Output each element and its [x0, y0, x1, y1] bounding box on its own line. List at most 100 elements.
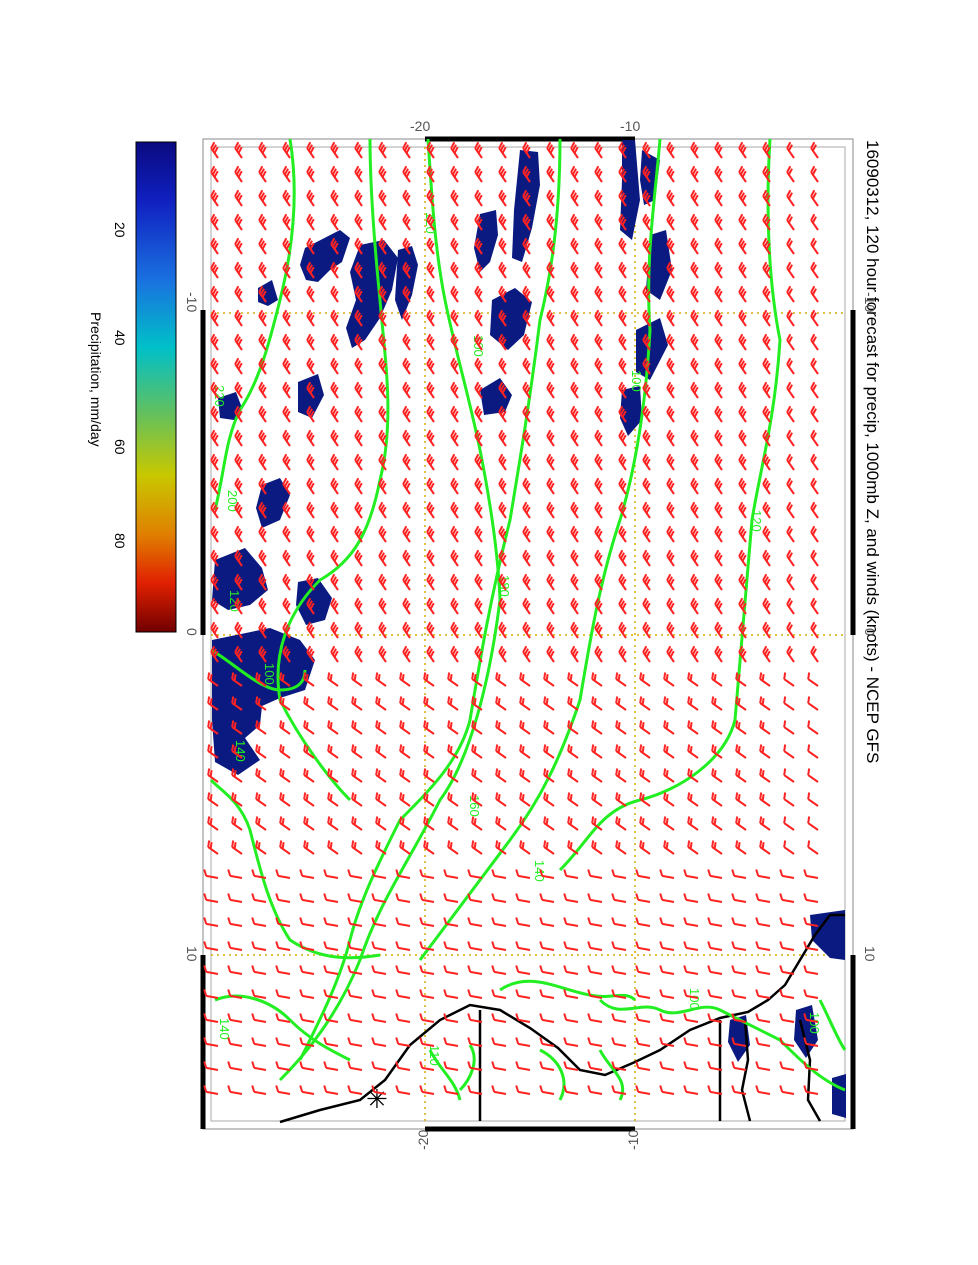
wind-barb [251, 941, 267, 951]
wind-barb [810, 357, 819, 375]
wind-barb [498, 453, 507, 471]
bottom-tick: -20 [415, 1129, 431, 1150]
wind-barb [378, 189, 387, 207]
wind-barb [786, 333, 795, 351]
wind-barb [327, 768, 339, 783]
wind-barb [546, 165, 555, 183]
wind-barb [447, 840, 459, 855]
wind-barb [258, 309, 267, 327]
wind-barb [687, 840, 699, 855]
wind-barb [714, 549, 723, 567]
wind-barb [234, 357, 243, 375]
wind-barb [402, 453, 411, 471]
wind-barb [234, 429, 243, 447]
wind-barb [347, 965, 363, 975]
wind-barb [714, 525, 723, 543]
wind-barb [330, 453, 339, 471]
wind-barb [426, 333, 435, 351]
wind-barb [755, 965, 771, 975]
wind-barb [762, 573, 771, 591]
wind-barb [522, 309, 531, 327]
wind-barb [378, 357, 387, 375]
wind-barb [618, 405, 627, 423]
wind-barb [666, 645, 675, 663]
wind-barb [498, 333, 507, 351]
wind-barb [587, 989, 603, 999]
wind-barb [611, 965, 627, 975]
wind-barb [786, 621, 795, 639]
wind-barb [354, 549, 363, 567]
wind-barb [426, 621, 435, 639]
wind-barb [762, 357, 771, 375]
wind-barb [426, 357, 435, 375]
wind-barb [402, 405, 411, 423]
wind-barb [587, 1037, 603, 1047]
wind-barb [563, 965, 579, 975]
wind-barb [371, 1013, 387, 1023]
wind-barb [539, 917, 555, 927]
wind-barb [255, 744, 267, 759]
wind-barb [447, 720, 459, 735]
wind-barb [515, 917, 531, 927]
wind-barb [450, 357, 459, 375]
wind-barb [611, 869, 627, 879]
wind-barb [258, 213, 267, 231]
wind-barb [426, 549, 435, 567]
wind-barb [762, 525, 771, 543]
wind-barb [714, 621, 723, 639]
wind-barb [759, 720, 771, 735]
wind-barb [210, 333, 219, 351]
wind-barb [519, 816, 531, 831]
wind-barb [443, 989, 459, 999]
wind-barbs [203, 141, 819, 1095]
wind-barb [762, 333, 771, 351]
wind-barb [618, 261, 627, 279]
wind-barb [231, 696, 243, 711]
wind-barb [690, 525, 699, 543]
wind-barb [419, 917, 435, 927]
wind-barb [426, 645, 435, 663]
top-tick: -10 [620, 118, 641, 134]
wind-barb [471, 792, 483, 807]
wind-barb [498, 381, 507, 399]
wind-barb [450, 645, 459, 663]
wind-barb [450, 501, 459, 519]
wind-barb [539, 1037, 555, 1047]
wind-barb [546, 261, 555, 279]
wind-barb [399, 840, 411, 855]
wind-barb [467, 1061, 483, 1071]
wind-barb [683, 1037, 699, 1047]
wind-barb [587, 965, 603, 975]
wind-barb [330, 621, 339, 639]
wind-barb [203, 1061, 219, 1071]
wind-barb [759, 840, 771, 855]
wind-barb [666, 285, 675, 303]
wind-barb [467, 941, 483, 951]
wind-barb [539, 1061, 555, 1071]
wind-barb [810, 549, 819, 567]
wind-barb [738, 621, 747, 639]
wind-barb [279, 672, 291, 687]
wind-barb [323, 989, 339, 999]
wind-barb [402, 213, 411, 231]
wind-barb [519, 792, 531, 807]
wind-barb [714, 381, 723, 399]
wind-barb [618, 165, 627, 183]
wind-barb [642, 549, 651, 567]
wind-barb [423, 840, 435, 855]
wind-barb [402, 237, 411, 255]
wind-barb [618, 357, 627, 375]
wind-barb [663, 696, 675, 711]
wind-barb [762, 381, 771, 399]
wind-barb [707, 893, 723, 903]
wind-barb [731, 1085, 747, 1095]
wind-barb [423, 816, 435, 831]
wind-barb [426, 237, 435, 255]
wind-barb [639, 744, 651, 759]
wind-barb [779, 893, 795, 903]
wind-barb [447, 816, 459, 831]
wind-barb [803, 893, 819, 903]
wind-barb [786, 213, 795, 231]
wind-barb [491, 989, 507, 999]
